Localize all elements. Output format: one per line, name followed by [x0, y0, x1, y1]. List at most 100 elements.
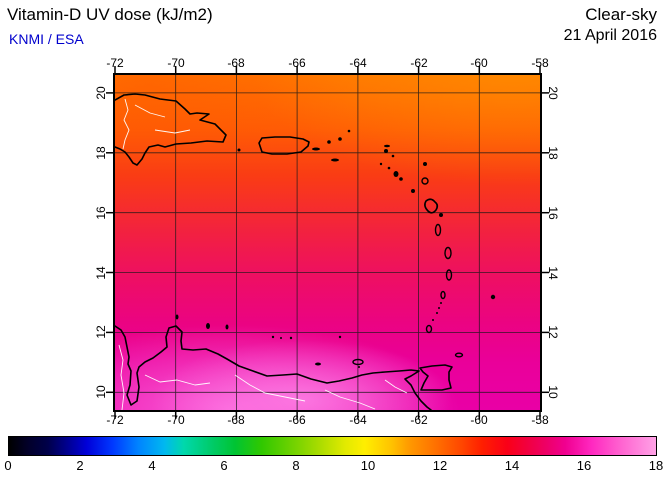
lon-tick-label: -64 [349, 56, 367, 70]
colorbar-tick-label: 16 [576, 458, 592, 473]
colorbar-tick-label: 6 [220, 458, 228, 473]
colorbar-tick-label: 8 [292, 458, 300, 473]
island-st-barth [391, 154, 395, 158]
island-grenadines-2 [438, 307, 440, 309]
island-grenadines-4 [432, 319, 434, 321]
lat-tick-label: 16 [546, 206, 560, 220]
border-haiti-dr [122, 98, 130, 150]
colorbar-tick-label: 2 [76, 458, 84, 473]
lon-tick-label: -66 [288, 413, 306, 427]
island-aruba [175, 314, 179, 320]
lat-tick-label: 20 [94, 86, 108, 100]
lon-tick-label: -72 [106, 56, 124, 70]
island-st-vincent [440, 290, 446, 300]
lat-tick-label: 12 [94, 325, 108, 339]
island-grenada [425, 324, 433, 334]
rivers-and-borders [118, 98, 408, 410]
lat-tick-label: 16 [94, 206, 108, 220]
island-tobago [454, 352, 464, 358]
colorbar-tick-label: 14 [504, 458, 520, 473]
lat-tick-label: 18 [546, 146, 560, 160]
river-venezuela-4 [384, 379, 408, 394]
coastline-guadeloupe [424, 198, 439, 214]
river-venezuela-1 [144, 374, 211, 386]
island-bonaire [225, 324, 229, 330]
coastlines [115, 93, 453, 410]
lon-tick-label: -64 [349, 413, 367, 427]
lat-tick-label: 20 [546, 86, 560, 100]
lat-tick-label: 18 [94, 146, 108, 160]
river-venezuela-3 [324, 389, 376, 410]
lon-tick-label: -62 [410, 413, 428, 427]
island-st-croix [331, 158, 339, 162]
island-grenadines-3 [436, 312, 438, 314]
lon-tick-label: -68 [227, 56, 245, 70]
lon-tick-label: -66 [288, 56, 306, 70]
grid-lines [115, 75, 540, 410]
island-coche [358, 366, 360, 368]
map-panel [113, 73, 542, 412]
river-hispaniola-1 [134, 104, 166, 118]
island-los-roques-2 [280, 337, 282, 339]
island-martinique [444, 246, 452, 260]
island-marie-galante [439, 213, 443, 217]
island-vieques [312, 147, 320, 151]
colorbar-tick-label: 10 [360, 458, 376, 473]
island-anegada [347, 129, 351, 133]
lon-tick-label: -58 [531, 413, 549, 427]
lat-tick-label: 14 [94, 266, 108, 280]
lon-tick-label: -70 [167, 413, 185, 427]
border-colombia-venezuela [118, 344, 125, 410]
island-tortola [338, 137, 342, 141]
page-title: Vitamin-D UV dose (kJ/m2) [7, 5, 213, 24]
island-dominica [434, 223, 442, 237]
island-st-thomas [327, 140, 331, 144]
lon-tick-label: -68 [227, 413, 245, 427]
lon-tick-label: -72 [106, 413, 124, 427]
island-orchila [289, 336, 293, 340]
island-st-lucia [445, 269, 453, 281]
lon-tick-label: -70 [167, 56, 185, 70]
colorbar-tick-label: 12 [432, 458, 448, 473]
coastline-puerto-rico [258, 136, 310, 155]
colorbar-tick-label: 18 [648, 458, 664, 473]
island-antigua [421, 177, 429, 185]
small-islands-outlined [352, 177, 464, 366]
island-st-martin [384, 149, 388, 153]
island-anguilla [384, 144, 390, 148]
island-mona [237, 148, 241, 152]
lon-tick-label: -62 [410, 56, 428, 70]
lat-tick-label: 14 [546, 266, 560, 280]
island-st-kitts [393, 171, 399, 177]
colorbar-tick-label: 4 [148, 458, 156, 473]
island-nevis [399, 177, 403, 181]
river-venezuela-2 [234, 374, 306, 402]
island-grenadines-1 [440, 302, 442, 304]
condition-label: Clear-sky [585, 5, 657, 24]
colorbar [8, 436, 657, 456]
lat-tick-label: 10 [94, 385, 108, 399]
map-overlay-svg [115, 75, 540, 410]
lon-tick-label: -60 [470, 413, 488, 427]
lat-tick-label: 12 [546, 325, 560, 339]
island-margarita [352, 358, 364, 366]
island-blanquilla [338, 335, 342, 339]
small-islands-dots [175, 129, 496, 368]
island-montserrat [411, 189, 415, 193]
island-saba [379, 162, 383, 166]
lon-tick-label: -60 [470, 56, 488, 70]
lon-tick-label: -58 [531, 56, 549, 70]
coastline-hispaniola [115, 93, 227, 166]
island-barbuda [423, 162, 427, 166]
island-la-tortuga [315, 362, 321, 366]
island-curacao [206, 323, 210, 329]
coastline-trinidad [419, 364, 453, 391]
island-barbados [490, 294, 496, 300]
lat-tick-label: 10 [546, 385, 560, 399]
date-label: 21 April 2016 [563, 27, 657, 44]
island-los-roques-1 [271, 335, 275, 339]
river-hispaniola-2 [154, 129, 191, 134]
island-st-eustatius [387, 166, 391, 170]
colorbar-tick-label: 0 [4, 458, 12, 473]
